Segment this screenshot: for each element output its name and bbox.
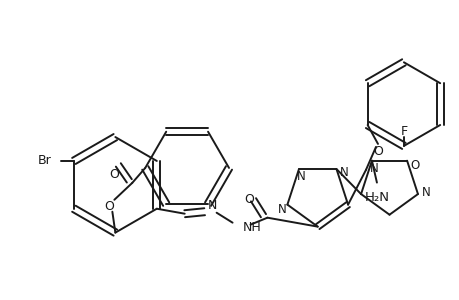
Text: N: N xyxy=(420,186,429,199)
Text: O: O xyxy=(244,193,254,206)
Text: N: N xyxy=(339,166,348,178)
Text: N: N xyxy=(207,199,217,212)
Text: O: O xyxy=(372,146,382,158)
Text: F: F xyxy=(399,125,407,139)
Text: N: N xyxy=(277,203,286,216)
Text: O: O xyxy=(104,200,114,213)
Text: NH: NH xyxy=(242,221,261,234)
Text: H₂N: H₂N xyxy=(364,191,389,204)
Text: N: N xyxy=(369,162,377,175)
Text: Br: Br xyxy=(38,154,52,167)
Text: O: O xyxy=(409,159,419,172)
Text: O: O xyxy=(109,168,119,182)
Text: N: N xyxy=(296,170,305,184)
